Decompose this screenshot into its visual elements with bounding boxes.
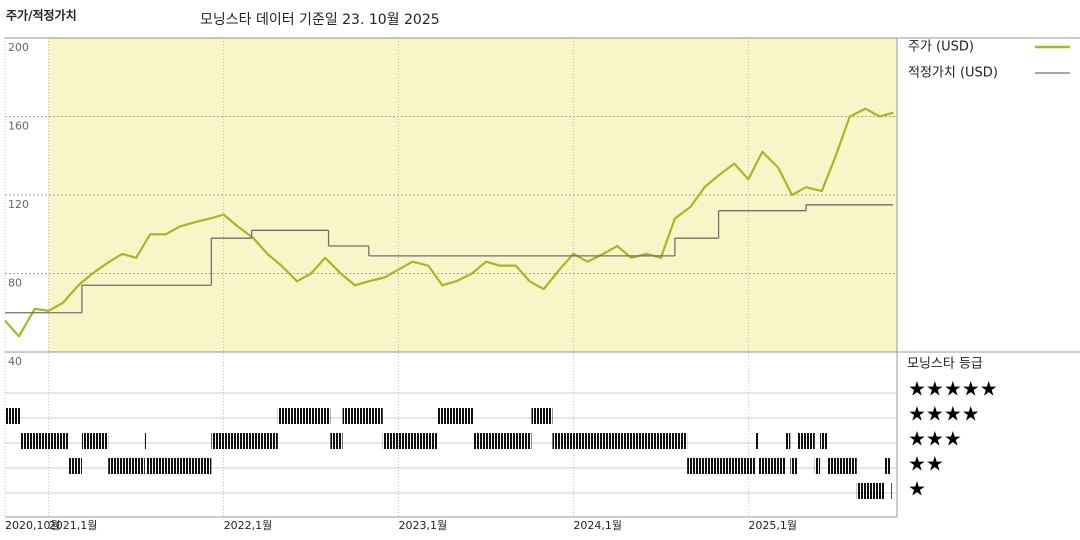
y-tick-label: 80 bbox=[8, 277, 22, 290]
rating-bar bbox=[687, 458, 756, 474]
rating-bar bbox=[146, 458, 212, 474]
rating-bar bbox=[827, 458, 857, 474]
rating-level-label: ★★★ bbox=[908, 427, 962, 451]
y-tick-label: 120 bbox=[8, 198, 29, 211]
rating-level-label: ★★ bbox=[908, 452, 944, 476]
chart-title: 주가/적정가치 bbox=[6, 8, 77, 23]
x-tick-label: 2025,1월 bbox=[748, 519, 797, 532]
rating-bar bbox=[67, 458, 82, 474]
rating-bar bbox=[108, 458, 145, 474]
rating-bar bbox=[20, 433, 68, 449]
rating-bar bbox=[814, 458, 821, 474]
rating-bar bbox=[277, 408, 331, 424]
rating-bar bbox=[5, 408, 21, 424]
x-tick-label: 2021,1월 bbox=[49, 519, 98, 532]
rating-level-label: ★★★★★ bbox=[908, 377, 998, 401]
rating-bar bbox=[330, 433, 343, 449]
rating-bar bbox=[820, 433, 828, 449]
rating-bar bbox=[785, 433, 791, 449]
rating-bar bbox=[81, 433, 109, 449]
legend-label: 적정가치 (USD) bbox=[908, 66, 998, 81]
x-tick-label: 2024,1월 bbox=[573, 519, 622, 532]
rating-bar bbox=[211, 433, 278, 449]
x-tick-label: 2022,1월 bbox=[224, 519, 273, 532]
rating-bar bbox=[797, 433, 815, 449]
rating-bar bbox=[531, 408, 553, 424]
rating-bar bbox=[856, 483, 885, 499]
y-tick-label: 40 bbox=[8, 355, 22, 368]
rating-bar bbox=[144, 433, 147, 449]
rating-bar bbox=[890, 483, 892, 499]
x-tick-label: 2020,10월 bbox=[5, 519, 61, 532]
rating-level-label: ★★★★ bbox=[908, 402, 980, 426]
y-tick-label: 200 bbox=[8, 41, 29, 54]
rating-bar bbox=[758, 458, 786, 474]
chart-subtitle: 모닝스타 데이터 기준일 23. 10월 2025 bbox=[200, 12, 440, 28]
rating-bar bbox=[552, 433, 688, 449]
y-tick-label: 160 bbox=[8, 120, 29, 133]
rating-bar bbox=[382, 433, 438, 449]
rating-bar bbox=[790, 458, 798, 474]
price-line bbox=[4, 107, 894, 338]
rating-level-label: ★ bbox=[908, 477, 926, 501]
rating-bar bbox=[755, 433, 759, 449]
rating-bar bbox=[342, 408, 383, 424]
x-tick-label: 2023,1월 bbox=[399, 519, 448, 532]
rating-bar bbox=[884, 458, 891, 474]
rating-bar bbox=[437, 408, 474, 424]
rating-title: 모닝스타 등급 bbox=[907, 357, 983, 372]
rating-bar bbox=[473, 433, 532, 449]
legend-label: 주가 (USD) bbox=[908, 40, 974, 55]
